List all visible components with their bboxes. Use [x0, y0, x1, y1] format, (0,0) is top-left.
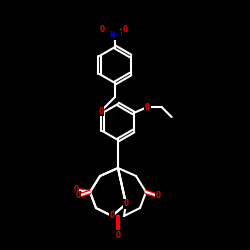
- Text: O: O: [145, 102, 150, 112]
- Text: O: O: [122, 24, 128, 34]
- Text: O⁻: O⁻: [100, 24, 110, 34]
- Text: O: O: [76, 192, 80, 200]
- Text: N⁺: N⁺: [110, 30, 120, 40]
- Text: O: O: [124, 200, 128, 208]
- Text: O: O: [98, 106, 103, 116]
- Text: O: O: [110, 212, 114, 220]
- Text: O: O: [156, 192, 160, 200]
- Text: O: O: [116, 230, 120, 239]
- Text: O: O: [74, 186, 78, 194]
